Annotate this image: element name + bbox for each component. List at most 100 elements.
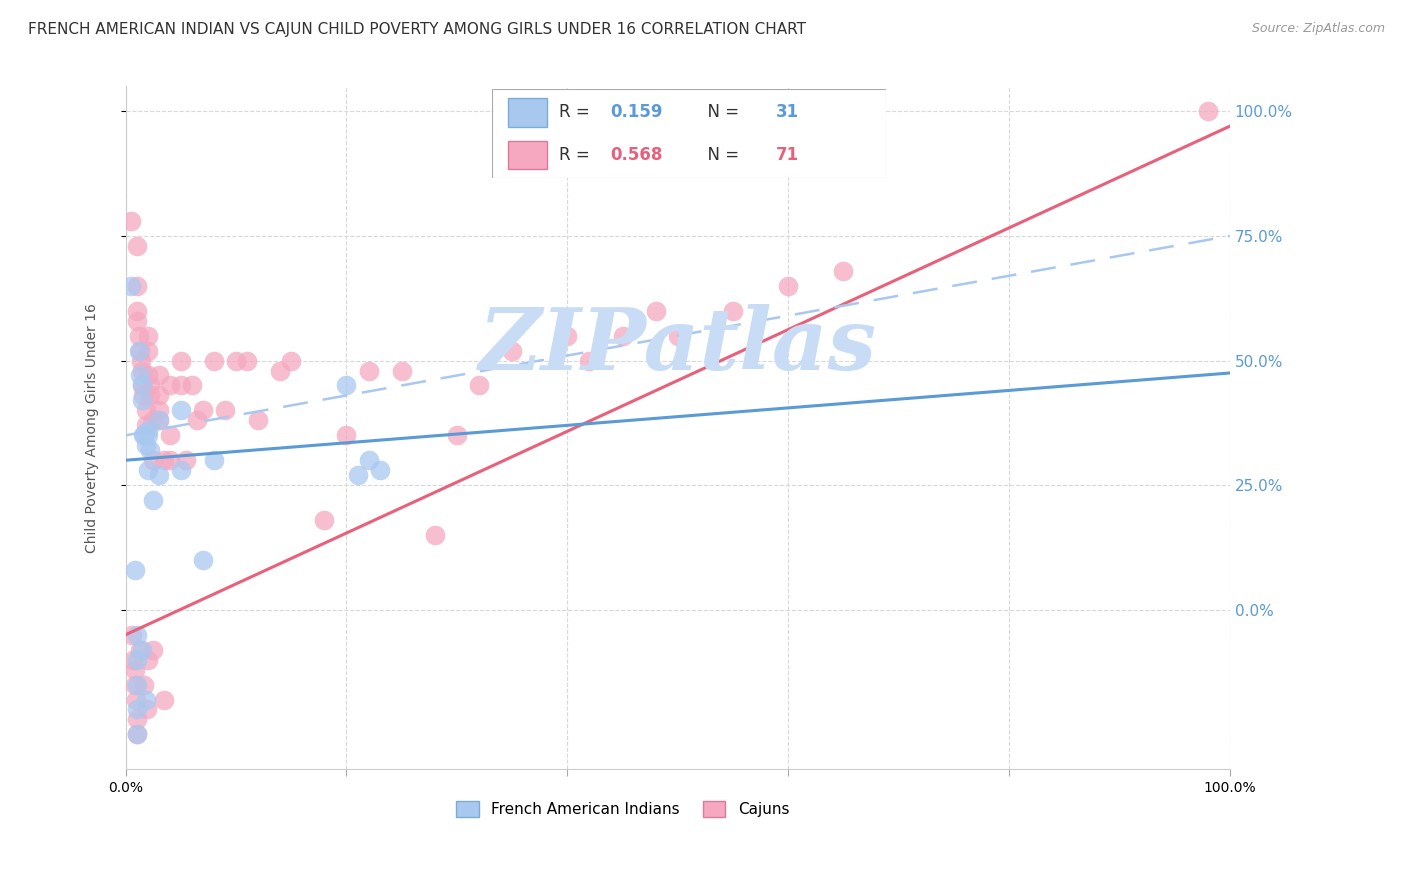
Point	[225, 353, 247, 368]
Point	[721, 303, 744, 318]
Point	[122, 652, 145, 666]
Point	[125, 677, 148, 691]
Point	[280, 353, 302, 368]
Y-axis label: Child Poverty Among Girls Under 16: Child Poverty Among Girls Under 16	[86, 303, 100, 553]
Point	[368, 463, 391, 477]
Point	[136, 328, 159, 343]
Point	[131, 642, 153, 657]
Point	[136, 463, 159, 477]
Point	[135, 438, 157, 452]
Text: 71: 71	[776, 146, 799, 164]
Point	[423, 528, 446, 542]
Point	[136, 423, 159, 437]
Point	[142, 453, 165, 467]
Point	[139, 378, 162, 392]
Point	[136, 343, 159, 358]
Point	[612, 328, 634, 343]
FancyBboxPatch shape	[508, 141, 547, 169]
Point	[778, 278, 800, 293]
Text: R =: R =	[560, 103, 595, 121]
Point	[125, 239, 148, 253]
Point	[128, 343, 150, 358]
Point	[131, 378, 153, 392]
Point	[214, 403, 236, 417]
Point	[501, 343, 523, 358]
Point	[120, 278, 142, 293]
Point	[132, 388, 155, 402]
Point	[170, 353, 193, 368]
Point	[170, 403, 193, 417]
Point	[142, 493, 165, 508]
Point	[135, 692, 157, 706]
Point	[124, 563, 146, 577]
Point	[153, 453, 176, 467]
Point	[191, 553, 214, 567]
Point	[136, 428, 159, 442]
Point	[181, 378, 204, 392]
Point	[148, 413, 170, 427]
Point	[832, 264, 855, 278]
Point	[314, 513, 336, 527]
Text: FRENCH AMERICAN INDIAN VS CAJUN CHILD POVERTY AMONG GIRLS UNDER 16 CORRELATION C: FRENCH AMERICAN INDIAN VS CAJUN CHILD PO…	[28, 22, 806, 37]
Point	[136, 652, 159, 666]
Point	[159, 428, 181, 442]
Point	[202, 453, 225, 467]
Point	[129, 368, 152, 383]
Point	[142, 642, 165, 657]
Point	[148, 403, 170, 417]
Point	[129, 642, 152, 657]
Point	[125, 652, 148, 666]
Point	[148, 413, 170, 427]
Point	[135, 418, 157, 433]
Point	[135, 702, 157, 716]
Text: ZIPatlas: ZIPatlas	[478, 304, 877, 388]
Point	[125, 727, 148, 741]
Point	[148, 368, 170, 383]
Point	[124, 663, 146, 677]
Point	[468, 378, 491, 392]
Point	[159, 378, 181, 392]
Point	[186, 413, 208, 427]
Point	[148, 388, 170, 402]
Point	[159, 453, 181, 467]
Point	[131, 393, 153, 408]
Text: 31: 31	[776, 103, 799, 121]
Text: 0.568: 0.568	[610, 146, 662, 164]
Point	[134, 677, 156, 691]
Point	[335, 378, 357, 392]
Point	[125, 628, 148, 642]
Point	[124, 692, 146, 706]
Point	[644, 303, 666, 318]
Point	[578, 353, 600, 368]
Point	[170, 378, 193, 392]
Legend: French American Indians, Cajuns: French American Indians, Cajuns	[450, 795, 796, 823]
Point	[357, 453, 380, 467]
Text: R =: R =	[560, 146, 595, 164]
Point	[446, 428, 468, 442]
Point	[202, 353, 225, 368]
Point	[139, 388, 162, 402]
Point	[131, 378, 153, 392]
Point	[555, 328, 578, 343]
Point	[125, 702, 148, 716]
Point	[1197, 104, 1219, 119]
Point	[142, 413, 165, 427]
Point	[176, 453, 198, 467]
Text: Source: ZipAtlas.com: Source: ZipAtlas.com	[1251, 22, 1385, 36]
Point	[131, 363, 153, 377]
Point	[125, 727, 148, 741]
Point	[139, 443, 162, 458]
Point	[346, 468, 368, 483]
Point	[357, 363, 380, 377]
FancyBboxPatch shape	[508, 98, 547, 127]
Point	[170, 463, 193, 477]
Point	[125, 313, 148, 327]
Text: N =: N =	[697, 103, 744, 121]
Point	[129, 343, 152, 358]
Point	[136, 368, 159, 383]
Point	[120, 214, 142, 228]
Point	[391, 363, 413, 377]
Point	[335, 428, 357, 442]
Point	[121, 628, 143, 642]
Point	[125, 278, 148, 293]
